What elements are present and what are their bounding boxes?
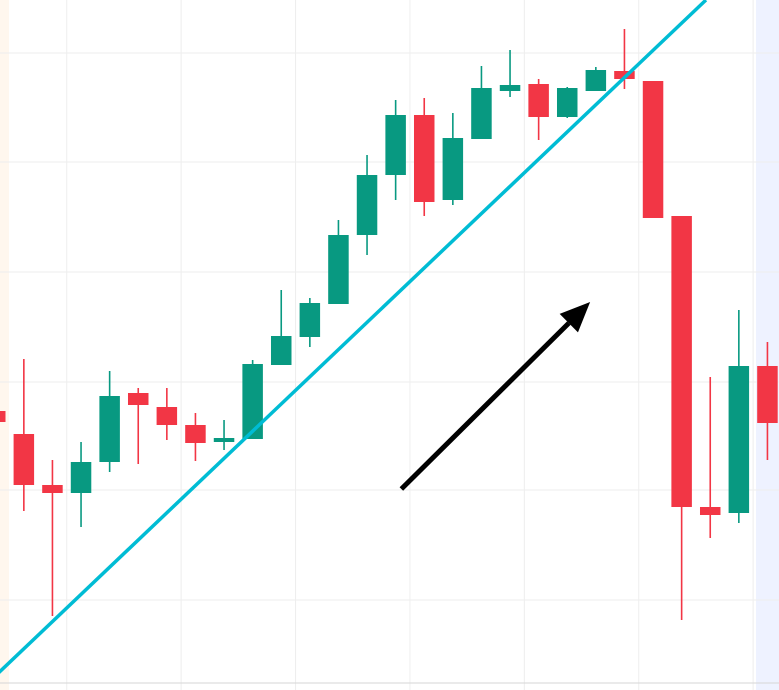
drawings: [0, 0, 708, 674]
candle-down: [413, 98, 435, 216]
candle-body: [728, 366, 750, 513]
left-edge-strip: [0, 0, 9, 690]
candle-up: [299, 298, 321, 347]
candle-body: [213, 438, 235, 442]
candle-down: [185, 413, 206, 461]
candle-body: [499, 85, 521, 91]
trend-line: [0, 0, 708, 674]
candle-down: [127, 388, 149, 464]
candle-body: [471, 88, 492, 139]
candle-body: [127, 393, 149, 405]
candle-up: [70, 442, 92, 527]
candle-body: [614, 71, 635, 79]
candle-down: [13, 359, 35, 511]
candle-up: [385, 100, 406, 200]
candle-body: [70, 462, 92, 493]
candle-up: [270, 290, 292, 365]
candle-body: [13, 434, 35, 485]
candle-down: [642, 81, 664, 218]
candle-body: [270, 336, 292, 365]
candle-down: [156, 388, 178, 440]
candle-up: [585, 67, 607, 91]
candle-body: [99, 396, 120, 462]
candle-body: [442, 138, 464, 200]
candle-down: [757, 342, 778, 460]
candle-body: [42, 485, 63, 493]
candle-down: [528, 79, 549, 140]
candle-up: [471, 66, 492, 139]
candle-up: [328, 220, 349, 304]
candles: [0, 29, 778, 620]
candle-down: [42, 460, 63, 616]
candle-body: [356, 175, 378, 235]
candle-body: [385, 115, 406, 175]
arrow-shaft: [399, 321, 571, 491]
candle-down: [671, 216, 692, 620]
candle-body: [585, 70, 607, 91]
candle-body: [671, 216, 692, 507]
candle-body: [757, 366, 778, 423]
candle-body: [528, 84, 549, 117]
candle-up: [242, 360, 263, 439]
candle-up: [356, 155, 378, 255]
candle-up: [99, 371, 120, 472]
candle-body: [413, 115, 435, 202]
candle-body: [299, 303, 321, 337]
candle-body: [642, 81, 664, 218]
candle-down: [0, 411, 6, 422]
candle-up: [442, 113, 464, 205]
candle-down: [699, 377, 721, 538]
candle-up: [556, 87, 578, 118]
candle-body: [242, 364, 263, 439]
candle-body: [328, 235, 349, 304]
candle-body: [185, 425, 206, 443]
arrow-head: [559, 302, 591, 333]
candle-body: [556, 88, 578, 117]
candle-up: [728, 310, 750, 523]
candle-body: [699, 507, 721, 515]
candle-body: [0, 411, 6, 422]
candle-up: [213, 420, 235, 450]
candle-up: [499, 50, 521, 97]
candle-body: [156, 407, 178, 425]
